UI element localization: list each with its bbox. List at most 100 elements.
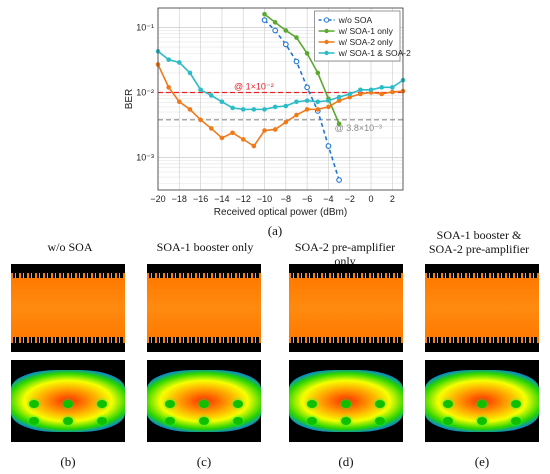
eye-opening xyxy=(307,400,317,408)
data-point xyxy=(315,70,321,76)
x-tick-label: −2 xyxy=(345,194,355,204)
panel-title-e: SOA-1 booster & SOA-2 pre-amplifier xyxy=(412,228,546,256)
eye-opening xyxy=(477,400,487,408)
data-point xyxy=(358,87,363,93)
y-tick-labels: 10⁻¹ 10⁻² 10⁻³ xyxy=(136,23,154,163)
eye-opening xyxy=(199,417,209,425)
data-point xyxy=(240,137,246,142)
eye-opening xyxy=(341,417,351,425)
eye-opening xyxy=(511,417,521,425)
data-point xyxy=(390,85,395,90)
x-tick-label: 2 xyxy=(390,194,395,204)
waveform-image-c xyxy=(147,264,261,352)
x-tick-label: −18 xyxy=(172,194,187,204)
data-point xyxy=(294,112,299,118)
data-point xyxy=(304,98,310,103)
data-point xyxy=(230,105,235,111)
eye-opening xyxy=(199,400,209,408)
data-point xyxy=(336,177,342,183)
caption-e: (e) xyxy=(474,454,490,469)
data-point xyxy=(315,107,321,112)
eye-diagram-b xyxy=(11,360,125,442)
eye-opening xyxy=(165,417,175,425)
eye-opening xyxy=(477,417,487,425)
y-axis-label: BER xyxy=(124,89,135,110)
legend-entry: w/ SOA-1 only xyxy=(338,26,394,36)
data-point xyxy=(304,107,310,112)
data-point xyxy=(304,51,310,56)
reference-line-label: @ 3.8×10⁻³ xyxy=(335,123,382,133)
eye-opening xyxy=(29,400,39,408)
y-tick-label: 10⁻¹ xyxy=(136,23,154,33)
data-point xyxy=(379,91,384,97)
data-point xyxy=(208,93,214,98)
x-tick-label: −16 xyxy=(193,194,208,204)
data-point xyxy=(315,99,321,105)
eye-opening xyxy=(165,400,175,408)
x-tick-label: −6 xyxy=(302,194,312,204)
legend-marker xyxy=(324,39,329,45)
legend-marker xyxy=(323,17,330,23)
data-point xyxy=(166,85,171,90)
eye-opening xyxy=(307,417,317,425)
series-line xyxy=(157,64,404,148)
eye-opening xyxy=(29,417,39,425)
data-point xyxy=(326,98,331,103)
data-point xyxy=(272,27,279,34)
caption-d: (d) xyxy=(338,454,354,469)
data-point xyxy=(294,35,299,40)
panel-title-b: w/o SOA xyxy=(10,240,130,254)
eye-opening xyxy=(63,400,73,408)
data-point xyxy=(177,99,182,105)
data-point xyxy=(166,57,171,62)
data-point xyxy=(358,91,363,97)
x-tick-label: −8 xyxy=(281,194,291,204)
eye-opening xyxy=(443,417,453,425)
data-point xyxy=(262,107,267,112)
plot-frame xyxy=(157,7,404,191)
data-point xyxy=(262,128,267,133)
data-point xyxy=(282,41,289,48)
data-point xyxy=(368,87,374,93)
caption-b: (b) xyxy=(60,454,76,469)
eye-opening xyxy=(233,400,243,408)
eye-opening xyxy=(375,417,385,425)
data-point xyxy=(261,17,268,23)
panel-title-e-line-2: SOA-2 pre-amplifier xyxy=(428,242,530,256)
legend-marker xyxy=(324,50,329,56)
data-point xyxy=(219,135,225,141)
panel-title-c: SOA-1 booster only xyxy=(145,240,265,254)
data-point xyxy=(272,104,278,110)
data-point xyxy=(251,143,257,149)
x-axis-label: Received optical power (dBm) xyxy=(214,207,347,218)
data-point xyxy=(230,130,235,136)
data-point xyxy=(272,127,278,132)
panel-title-c-line: SOA-1 booster only xyxy=(156,240,254,254)
caption-c: (c) xyxy=(196,454,212,469)
data-point xyxy=(336,94,342,100)
series-group xyxy=(155,11,406,183)
eye-opening xyxy=(233,417,243,425)
data-point xyxy=(390,89,395,95)
data-point xyxy=(198,117,203,123)
data-point xyxy=(262,11,267,17)
legend-entry: w/ SOA-2 only xyxy=(338,37,394,47)
eye-opening xyxy=(341,400,351,408)
x-tick-label: 0 xyxy=(369,194,374,204)
legend-marker xyxy=(324,28,329,34)
data-point xyxy=(347,91,353,97)
data-point xyxy=(326,104,331,110)
panel-title-e-line-1: SOA-1 booster & xyxy=(436,228,522,242)
waveform-image-b xyxy=(11,264,125,352)
data-point xyxy=(304,84,310,91)
data-point xyxy=(294,99,299,105)
data-point xyxy=(283,103,289,109)
data-point xyxy=(187,70,193,76)
x-tick-label: −12 xyxy=(236,194,251,204)
data-point xyxy=(240,107,246,112)
data-point xyxy=(325,143,332,149)
legend-entry: w/ SOA-1 & SOA-2 xyxy=(338,48,412,58)
eye-opening xyxy=(511,400,521,408)
y-tick-label: 10⁻³ xyxy=(136,153,154,163)
reference-line-label: @ 1×10⁻² xyxy=(234,82,274,92)
